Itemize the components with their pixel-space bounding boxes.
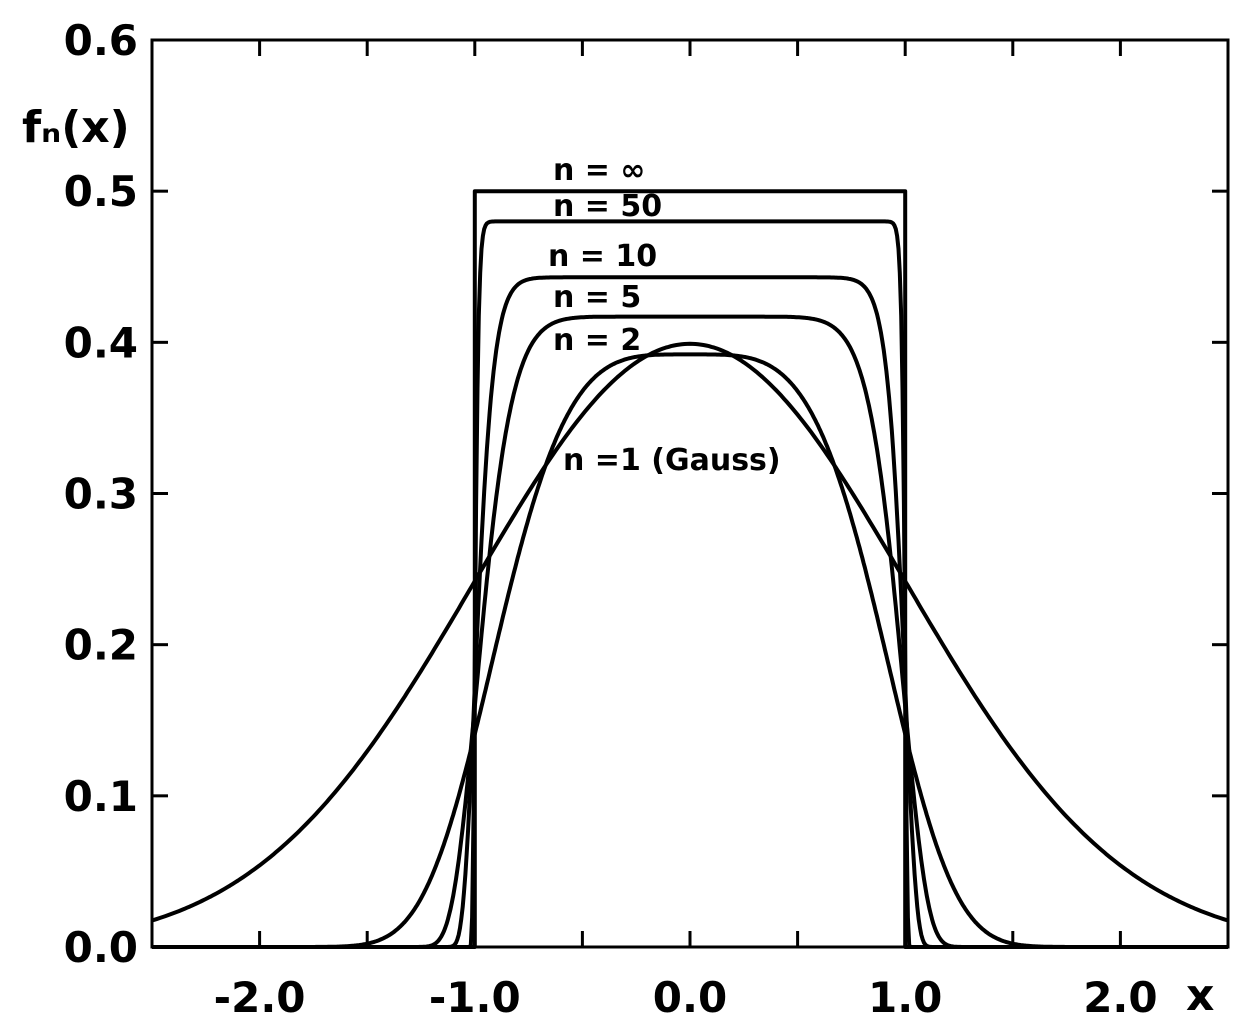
series-label: n = 50 (553, 189, 662, 224)
series-line (151, 275, 1229, 949)
axis-ticks (150, 38, 1230, 949)
y-tick-label: 0.1 (64, 772, 138, 821)
x-tick-label: 2.0 (1083, 973, 1157, 1022)
series-label: n =1 (Gauss) (563, 443, 781, 478)
series-labels: n = ∞n = 50 n = 10 n = 5 n = 2 n =1 (Gauss) (548, 153, 781, 478)
series-label: n = 10 (548, 239, 657, 274)
series-label: n = 2 (553, 323, 641, 358)
y-tick-label: 0.5 (64, 167, 138, 216)
x-tick-label: 0.0 (653, 973, 727, 1022)
y-axis-label: fₙ(x) (22, 102, 130, 153)
y-tick-label: 0.3 (64, 470, 138, 519)
axis-tick-labels: -2.0 -1.0 0.0 1.0 2.0 0.0 0.1 0.2 0.3 0.4 0.5 0.6 (64, 16, 1158, 1022)
series-group (151, 189, 1229, 949)
series-line (152, 189, 1228, 949)
x-tick-label: -1.0 (429, 973, 521, 1022)
x-tick-label: -2.0 (214, 973, 306, 1022)
series-line (151, 314, 1229, 949)
y-tick-label: 0.0 (64, 923, 138, 972)
axes (150, 38, 1230, 949)
series-line (151, 352, 1229, 949)
x-axis-label: x (1186, 970, 1214, 1021)
x-tick-label: 1.0 (868, 973, 942, 1022)
series-label: n = 5 (553, 280, 641, 315)
y-tick-label: 0.2 (64, 621, 138, 670)
y-tick-label: 0.4 (64, 318, 138, 367)
plot-frame (150, 38, 1230, 949)
series-line (151, 341, 1229, 923)
y-tick-label: 0.6 (64, 16, 138, 65)
series-line (151, 219, 1229, 949)
series-label: n = ∞ (553, 153, 645, 188)
